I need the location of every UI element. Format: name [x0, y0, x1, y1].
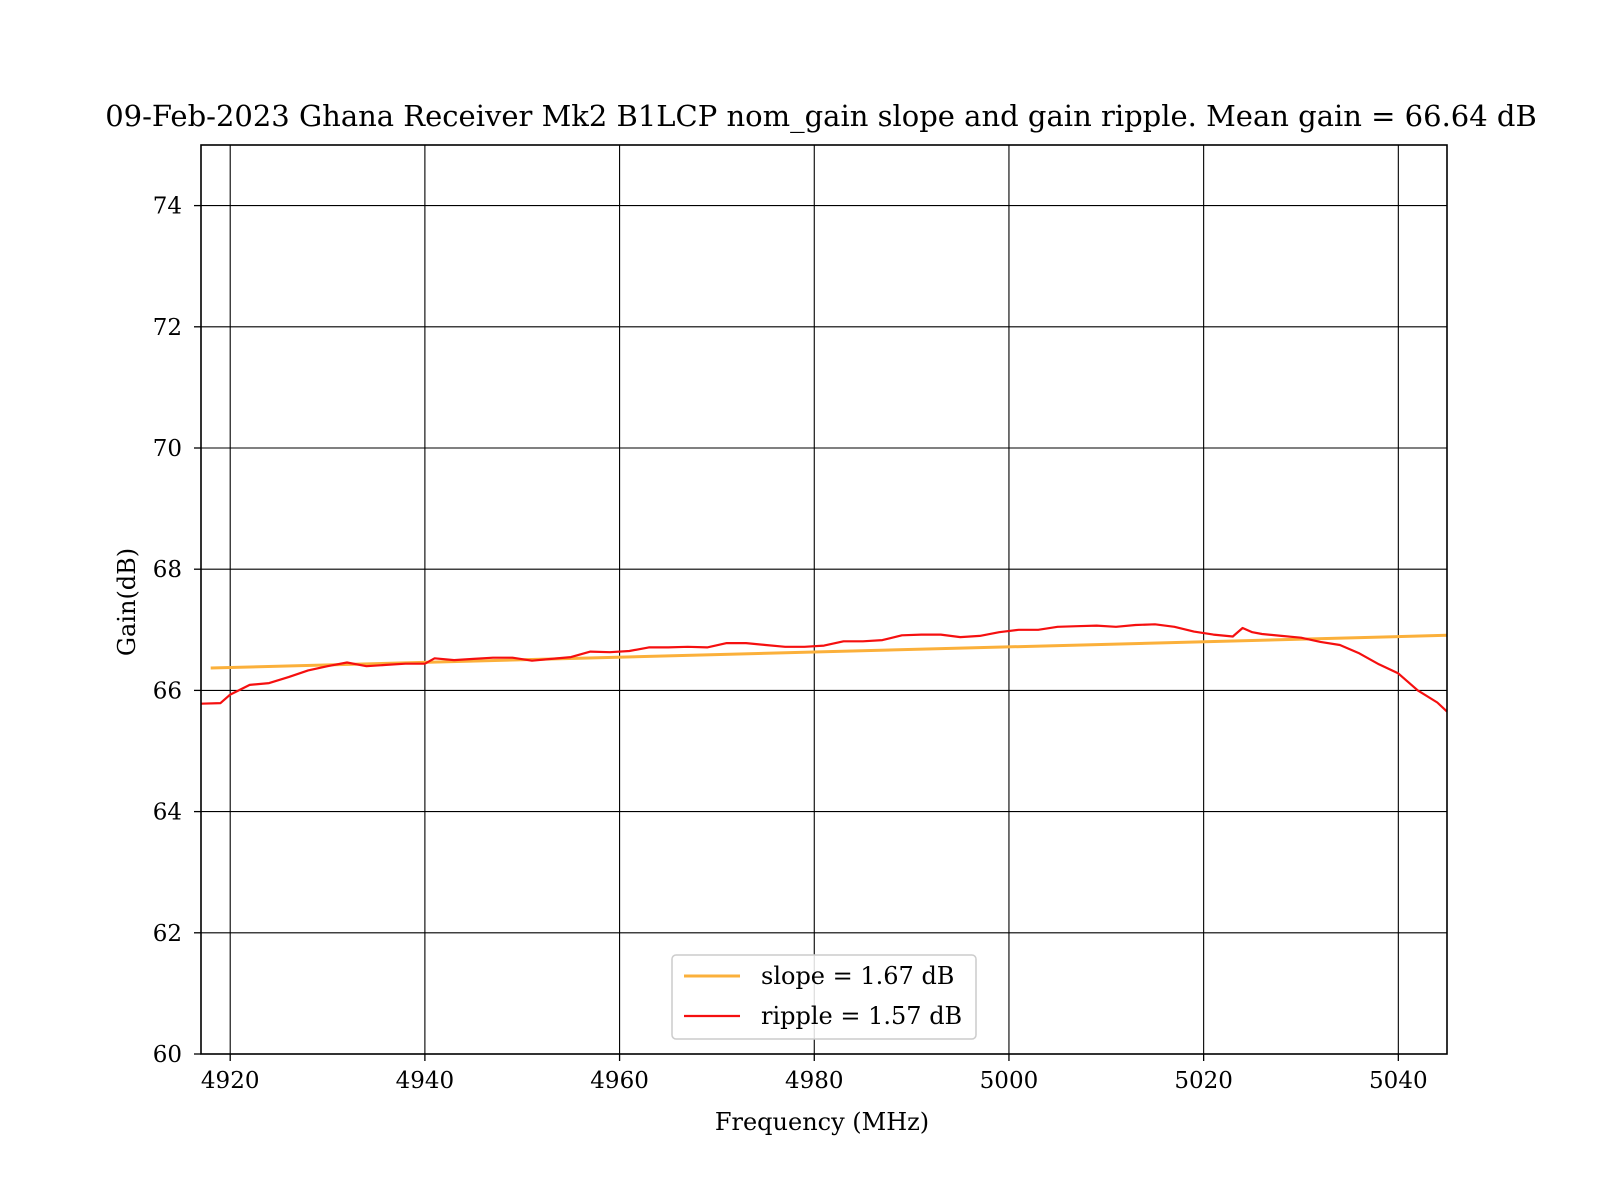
y-tick-label: 70: [153, 436, 182, 462]
x-tick-label: 5040: [1369, 1068, 1428, 1094]
y-tick-label: 68: [153, 557, 182, 583]
y-axis-label: Gain(dB): [113, 548, 141, 656]
chart-title: 09-Feb-2023 Ghana Receiver Mk2 B1LCP nom…: [105, 99, 1537, 134]
x-tick-label: 5020: [1174, 1068, 1233, 1094]
x-tick-label: 5000: [980, 1068, 1039, 1094]
ticks: 4920 4940 4960 4980 5000 5020 5040 60 62 64 66 68 70…: [153, 194, 1428, 1094]
x-tick-label: 4920: [201, 1068, 260, 1094]
slope-series-line: [210, 633, 1448, 670]
legend: slope = 1.67 dB ripple = 1.57 dB: [671, 954, 977, 1040]
y-tick-label: 74: [153, 194, 182, 220]
legend-label-ripple: ripple = 1.57 dB: [761, 1002, 962, 1030]
y-tick-label: 72: [153, 315, 182, 341]
y-tick-label: 62: [153, 921, 182, 947]
x-axis-label: Frequency (MHz): [715, 1108, 929, 1136]
legend-label-slope: slope = 1.67 dB: [761, 962, 954, 990]
x-tick-label: 4960: [590, 1068, 649, 1094]
plot-frame: [200, 144, 1448, 1055]
x-tick-label: 4940: [396, 1068, 455, 1094]
y-tick-label: 64: [153, 800, 182, 826]
x-tick-label: 4980: [785, 1068, 844, 1094]
grid: [201, 145, 1447, 1055]
y-tick-label: 60: [153, 1042, 182, 1068]
y-tick-label: 66: [153, 678, 182, 704]
series-layer: [200, 623, 1448, 713]
legend-box: [671, 954, 977, 1040]
ripple-series-line: [200, 623, 1448, 713]
